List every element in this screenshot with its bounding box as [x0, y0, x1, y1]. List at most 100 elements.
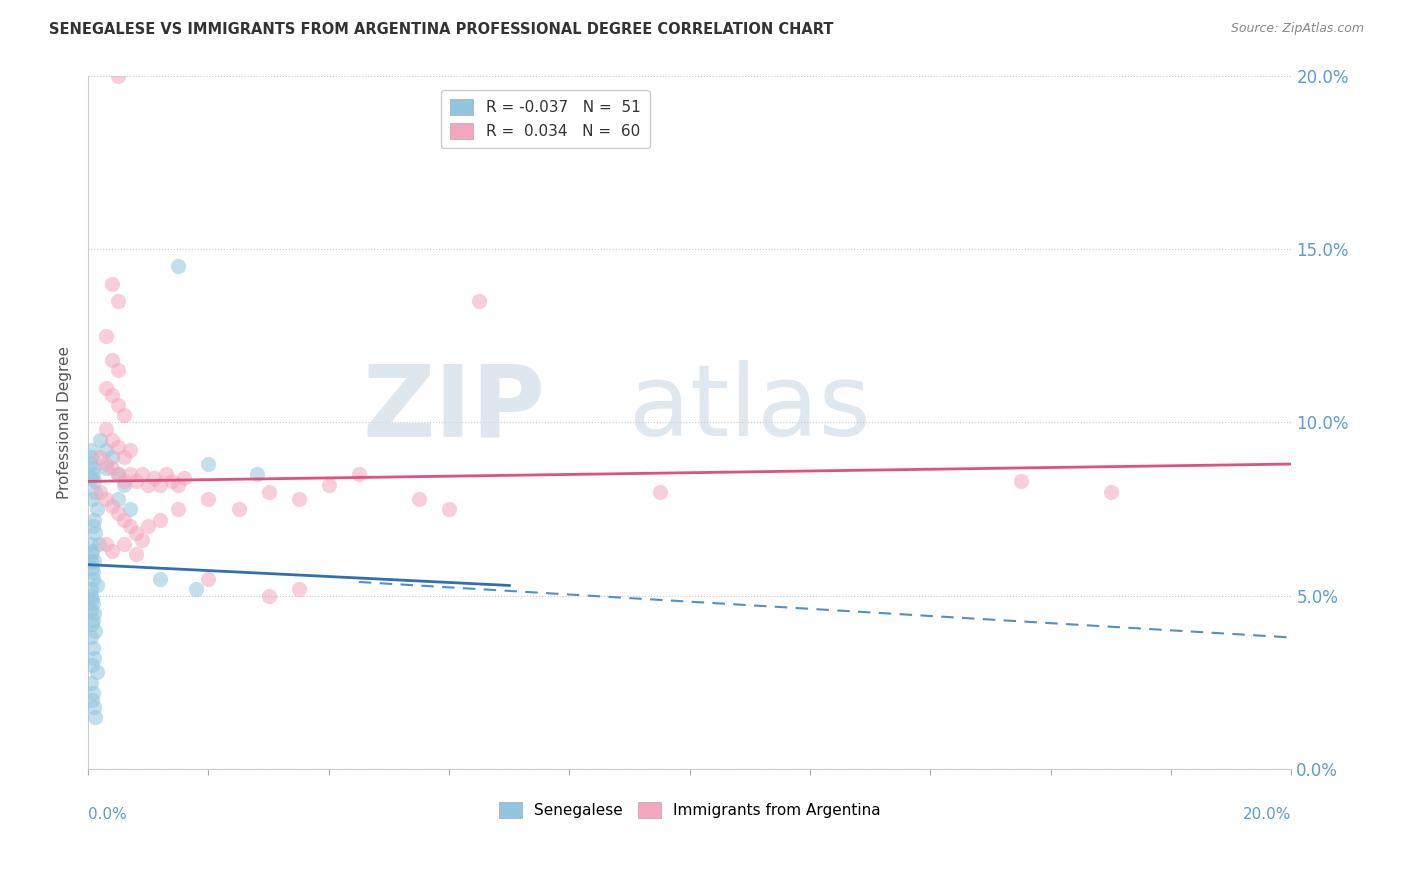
Point: [101, 433, 124, 447]
Point: [83, 475, 105, 489]
Point: [107, 440, 129, 454]
Point: [125, 526, 148, 541]
Point: [80, 457, 103, 471]
Point: [96, 537, 118, 551]
Point: [155, 467, 177, 482]
Point: [96, 422, 118, 436]
Point: [80, 631, 103, 645]
Point: [84, 484, 107, 499]
Point: [112, 478, 135, 492]
Point: [96, 443, 118, 458]
Point: [80, 443, 103, 458]
Point: [197, 572, 219, 586]
Point: [149, 512, 172, 526]
Point: [82, 460, 104, 475]
Point: [80, 693, 103, 707]
Point: [107, 398, 129, 412]
Text: SENEGALESE VS IMMIGRANTS FROM ARGENTINA PROFESSIONAL DEGREE CORRELATION CHART: SENEGALESE VS IMMIGRANTS FROM ARGENTINA …: [49, 22, 834, 37]
Point: [83, 606, 105, 620]
Point: [80, 547, 103, 561]
Point: [87, 537, 110, 551]
Point: [149, 478, 172, 492]
Point: [120, 443, 142, 458]
Point: [112, 450, 135, 464]
Point: [82, 565, 104, 579]
Point: [287, 491, 309, 506]
Point: [80, 658, 103, 673]
Text: 20.0%: 20.0%: [1243, 807, 1292, 822]
Point: [107, 69, 129, 83]
Point: [287, 582, 309, 596]
Point: [257, 589, 280, 603]
Point: [107, 363, 129, 377]
Point: [101, 543, 124, 558]
Text: 0.0%: 0.0%: [89, 807, 127, 822]
Point: [82, 613, 104, 627]
Y-axis label: Professional Degree: Professional Degree: [58, 346, 72, 499]
Point: [136, 519, 159, 533]
Point: [80, 592, 103, 607]
Point: [112, 409, 135, 423]
Point: [80, 543, 103, 558]
Point: [83, 651, 105, 665]
Point: [112, 475, 135, 489]
Point: [125, 475, 148, 489]
Point: [468, 293, 491, 308]
Point: [79, 554, 101, 568]
Point: [84, 526, 107, 541]
Point: [86, 502, 108, 516]
Point: [82, 467, 104, 482]
Point: [96, 328, 118, 343]
Point: [80, 589, 103, 603]
Point: [107, 467, 129, 482]
Point: [101, 499, 124, 513]
Point: [101, 387, 124, 401]
Point: [89, 450, 111, 464]
Point: [143, 471, 166, 485]
Point: [101, 460, 124, 475]
Point: [347, 467, 370, 482]
Point: [83, 699, 105, 714]
Point: [120, 502, 142, 516]
Point: [246, 467, 269, 482]
Point: [107, 467, 129, 482]
Point: [80, 450, 103, 464]
Point: [89, 433, 111, 447]
Text: Source: ZipAtlas.com: Source: ZipAtlas.com: [1230, 22, 1364, 36]
Point: [86, 665, 108, 680]
Point: [82, 572, 104, 586]
Point: [82, 596, 104, 610]
Legend: Senegalese, Immigrants from Argentina: Senegalese, Immigrants from Argentina: [492, 796, 887, 824]
Point: [82, 519, 104, 533]
Point: [437, 502, 460, 516]
Point: [408, 491, 430, 506]
Point: [648, 484, 671, 499]
Point: [257, 484, 280, 499]
Point: [318, 478, 340, 492]
Point: [96, 491, 118, 506]
Point: [80, 491, 103, 506]
Point: [136, 478, 159, 492]
Point: [125, 547, 148, 561]
Point: [96, 460, 118, 475]
Point: [149, 572, 172, 586]
Point: [101, 277, 124, 291]
Point: [197, 491, 219, 506]
Point: [89, 484, 111, 499]
Point: [1010, 475, 1032, 489]
Point: [112, 512, 135, 526]
Point: [80, 561, 103, 575]
Point: [84, 624, 107, 638]
Point: [82, 686, 104, 700]
Point: [120, 467, 142, 482]
Point: [107, 491, 129, 506]
Point: [80, 537, 103, 551]
Point: [167, 502, 190, 516]
Point: [173, 471, 195, 485]
Point: [101, 450, 124, 464]
Point: [107, 293, 129, 308]
Point: [80, 616, 103, 631]
Point: [186, 582, 208, 596]
Point: [167, 478, 190, 492]
Point: [96, 381, 118, 395]
